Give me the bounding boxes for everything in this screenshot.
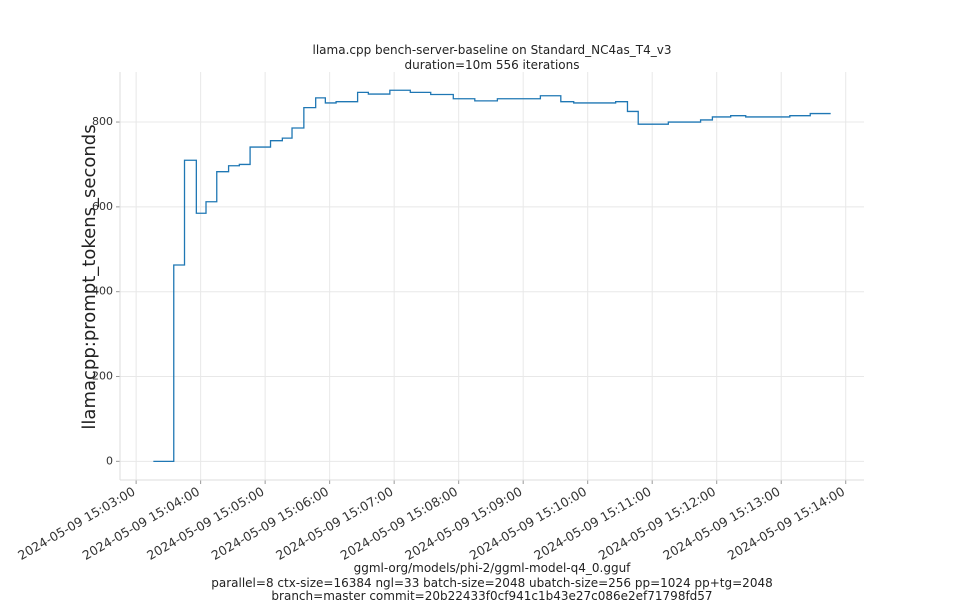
x-tick-label: 2024-05-09 15:06:00 (209, 484, 332, 563)
y-tick-label: 0 (106, 454, 113, 467)
x-tick-label: 2024-05-09 15:12:00 (596, 484, 719, 563)
chart-subtitle: duration=10m 556 iterations (405, 58, 580, 72)
y-tick-label: 800 (92, 115, 113, 128)
footer-line: ggml-org/models/phi-2/ggml-model-q4_0.gg… (354, 561, 632, 575)
x-tick-label: 2024-05-09 15:05:00 (144, 484, 267, 563)
x-tick-label: 2024-05-09 15:08:00 (338, 484, 461, 563)
x-tick-label: 2024-05-09 15:14:00 (725, 484, 848, 563)
x-tick-label: 2024-05-09 15:03:00 (15, 484, 138, 563)
x-tick-label: 2024-05-09 15:11:00 (531, 484, 654, 563)
footer-line: parallel=8 ctx-size=16384 ngl=33 batch-s… (211, 576, 772, 590)
chart-title: llama.cpp bench-server-baseline on Stand… (313, 43, 672, 57)
x-tick-label: 2024-05-09 15:04:00 (80, 484, 203, 563)
y-axis-label: llamacpp:prompt_tokens_seconds (79, 124, 100, 429)
x-tick-label: 2024-05-09 15:07:00 (273, 484, 396, 563)
x-tick-label: 2024-05-09 15:09:00 (402, 484, 525, 563)
y-tick-label: 200 (92, 370, 113, 383)
footer-line: branch=master commit=20b22433f0cf941c1b4… (271, 589, 712, 600)
y-tick-label: 400 (92, 285, 113, 298)
x-tick-label: 2024-05-09 15:10:00 (467, 484, 590, 563)
data-line (153, 89, 831, 462)
x-tick-label: 2024-05-09 15:13:00 (660, 484, 783, 563)
y-tick-label: 600 (92, 200, 113, 213)
